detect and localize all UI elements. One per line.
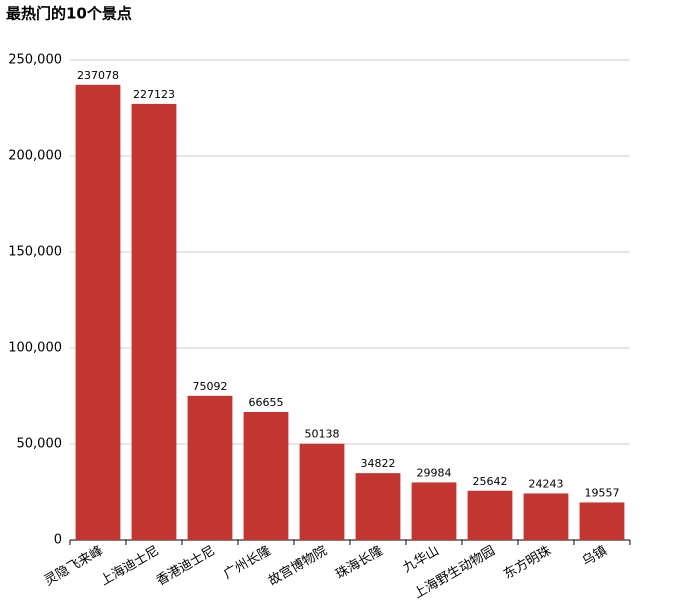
value-label: 24243 bbox=[529, 477, 564, 490]
value-label: 237078 bbox=[77, 69, 119, 82]
x-tick-label: 灵隐飞来峰 bbox=[42, 544, 106, 589]
value-label: 34822 bbox=[361, 457, 396, 470]
bar bbox=[579, 502, 625, 540]
value-label: 50138 bbox=[305, 428, 340, 441]
bar bbox=[467, 490, 513, 540]
x-tick-label: 东方明珠 bbox=[501, 543, 554, 583]
x-tick-label: 故宫博物院 bbox=[266, 544, 330, 589]
x-tick-label: 九华山 bbox=[400, 544, 441, 576]
y-tick-label: 100,000 bbox=[8, 341, 62, 356]
y-tick-label: 200,000 bbox=[8, 149, 62, 164]
x-tick-label: 香港迪士尼 bbox=[154, 544, 218, 589]
y-tick-label: 150,000 bbox=[8, 245, 62, 260]
value-label: 19557 bbox=[585, 486, 620, 499]
bar bbox=[299, 443, 345, 540]
y-tick-label: 50,000 bbox=[17, 437, 63, 452]
x-tick-label: 乌镇 bbox=[579, 543, 610, 570]
y-tick-label: 250,000 bbox=[8, 53, 62, 68]
bar bbox=[187, 395, 233, 540]
bar bbox=[75, 84, 121, 540]
x-tick-label: 上海迪士尼 bbox=[98, 544, 162, 589]
value-label: 75092 bbox=[193, 380, 228, 393]
bar bbox=[411, 482, 457, 540]
bar bbox=[355, 473, 401, 540]
chart-title: 最热门的10个景点 bbox=[6, 5, 132, 23]
value-label: 25642 bbox=[473, 475, 508, 488]
value-label: 227123 bbox=[133, 88, 175, 101]
bar bbox=[243, 412, 289, 540]
bar bbox=[523, 493, 569, 540]
x-tick-label: 珠海长隆 bbox=[333, 544, 386, 583]
y-tick-label: 0 bbox=[54, 533, 62, 548]
value-label: 29984 bbox=[417, 466, 452, 479]
value-label: 66655 bbox=[249, 396, 284, 409]
bar bbox=[131, 103, 177, 541]
